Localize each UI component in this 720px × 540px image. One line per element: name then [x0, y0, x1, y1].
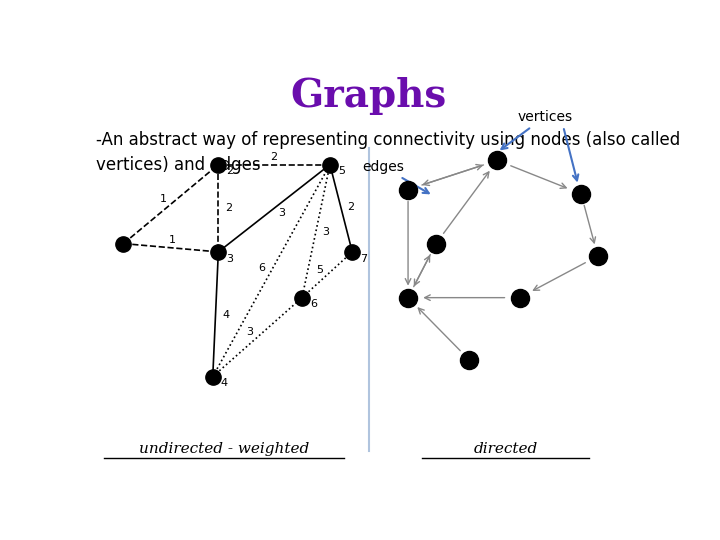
Text: Graphs: Graphs: [291, 77, 447, 115]
Text: vertices) and edges: vertices) and edges: [96, 156, 260, 174]
Text: 1: 1: [160, 194, 167, 204]
Text: 2: 2: [226, 166, 233, 176]
Text: 4: 4: [220, 379, 228, 388]
Text: 7: 7: [360, 254, 367, 264]
Text: 2: 2: [271, 152, 278, 162]
Text: 5: 5: [338, 166, 345, 176]
Text: 6: 6: [310, 299, 317, 309]
Text: 3: 3: [246, 327, 253, 338]
Text: 4: 4: [222, 309, 229, 320]
Text: -An abstract way of representing connectivity using nodes (also called: -An abstract way of representing connect…: [96, 131, 680, 150]
Text: undirected - weighted: undirected - weighted: [139, 442, 309, 456]
Text: directed: directed: [474, 442, 538, 456]
Text: 6: 6: [258, 263, 266, 273]
Text: edges: edges: [362, 160, 428, 193]
Text: 3: 3: [226, 254, 233, 264]
Text: 2: 2: [348, 202, 354, 212]
Text: 3: 3: [323, 227, 330, 237]
Text: 3: 3: [278, 208, 285, 218]
Text: 1: 1: [168, 235, 176, 245]
Text: 2: 2: [225, 203, 232, 213]
Text: vertices: vertices: [501, 110, 572, 149]
Text: 5: 5: [316, 265, 323, 275]
